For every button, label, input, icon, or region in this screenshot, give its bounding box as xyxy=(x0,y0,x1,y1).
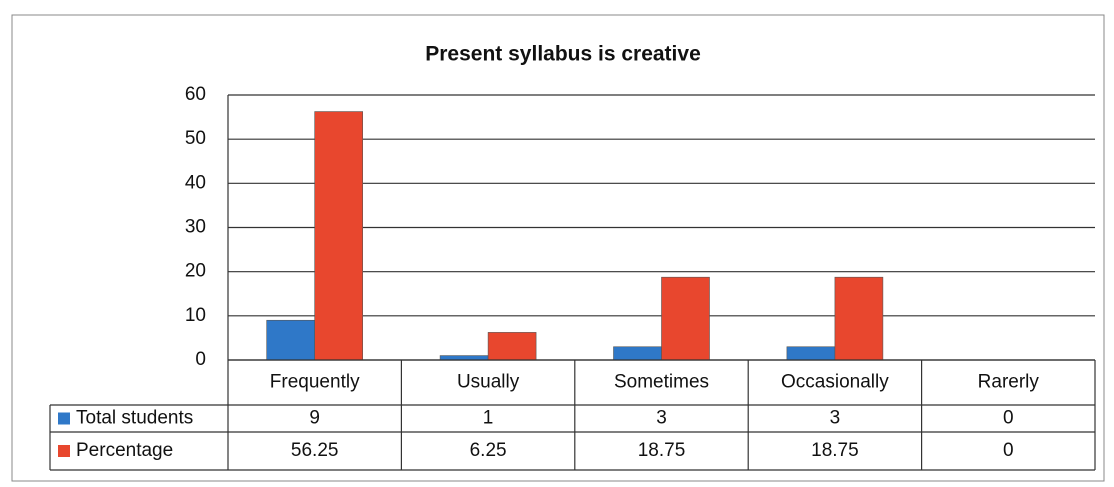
bar xyxy=(314,111,364,361)
x-tick-label: Occasionally xyxy=(781,372,889,393)
table-value: 9 xyxy=(309,408,320,429)
y-tick-label: 50 xyxy=(185,128,206,149)
legend-swatch xyxy=(58,412,70,425)
y-tick-label: 60 xyxy=(185,84,206,105)
bar xyxy=(266,319,316,361)
table-value: 3 xyxy=(656,408,667,429)
table-value: 3 xyxy=(830,408,841,429)
chart-border xyxy=(11,14,1105,482)
table-value: 56.25 xyxy=(291,440,339,461)
bar xyxy=(613,346,662,361)
bar xyxy=(439,355,489,361)
y-tick-label: 20 xyxy=(185,261,206,282)
bar xyxy=(661,276,710,361)
y-tick-label: 10 xyxy=(185,305,206,326)
table-value: 18.75 xyxy=(638,440,686,461)
table-value: 0 xyxy=(1003,440,1014,461)
bar xyxy=(834,276,884,361)
chart-title: Present syllabus is creative xyxy=(425,43,701,66)
y-tick-label: 40 xyxy=(185,172,206,193)
table-value: 18.75 xyxy=(811,440,859,461)
legend-label: Total students xyxy=(76,408,193,429)
x-tick-label: Usually xyxy=(457,372,520,393)
legend-swatch xyxy=(58,445,70,457)
x-tick-label: Rarerly xyxy=(978,372,1040,393)
x-tick-label: Sometimes xyxy=(614,372,709,393)
table-value: 1 xyxy=(483,408,494,429)
y-tick-label: 0 xyxy=(195,349,206,370)
y-tick-label: 30 xyxy=(185,217,206,238)
x-tick-label: Frequently xyxy=(270,372,360,393)
table-value: 0 xyxy=(1003,408,1014,429)
legend-label: Percentage xyxy=(76,440,173,461)
table-value: 6.25 xyxy=(470,440,507,461)
bar xyxy=(786,346,836,361)
bar xyxy=(487,332,537,361)
